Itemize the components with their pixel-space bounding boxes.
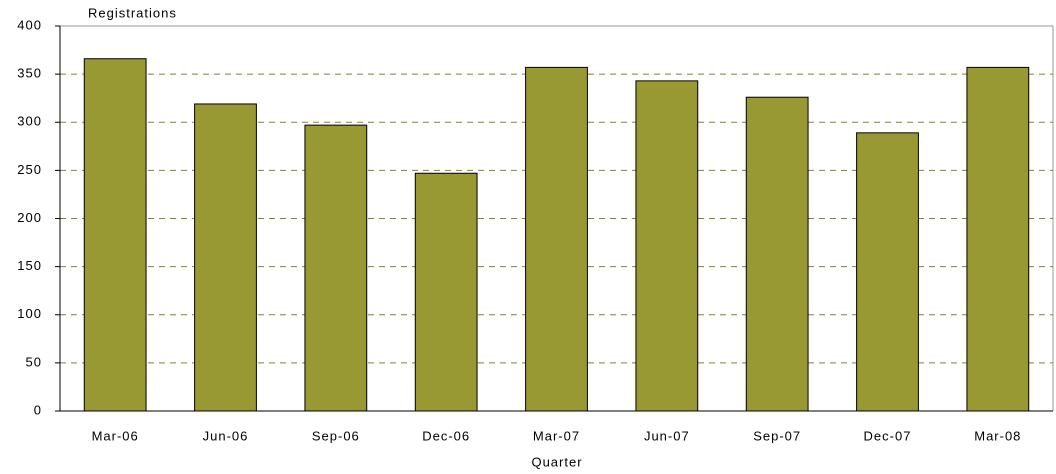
x-tick-label: Sep-07 xyxy=(753,428,801,443)
y-tick-label: 250 xyxy=(17,162,42,177)
bar xyxy=(83,58,147,412)
bar xyxy=(966,66,1030,412)
bar xyxy=(635,80,699,412)
bar xyxy=(194,103,257,412)
y-tick-label: 50 xyxy=(26,354,42,369)
y-tick-label: 100 xyxy=(17,306,42,321)
x-tick-label: Jun-07 xyxy=(644,428,690,443)
bar xyxy=(414,172,478,412)
x-tick-label: Mar-07 xyxy=(533,428,580,443)
y-tick-label: 400 xyxy=(17,17,42,32)
y-tick-label: 150 xyxy=(17,258,42,273)
bar xyxy=(525,66,588,412)
bar xyxy=(304,124,368,412)
y-tick-label: 350 xyxy=(17,66,42,81)
bar xyxy=(745,96,809,412)
x-tick-label: Dec-06 xyxy=(422,428,470,443)
y-axis-label: Registrations xyxy=(88,5,177,20)
x-tick-label: Mar-06 xyxy=(92,428,139,443)
y-tick-label: 0 xyxy=(34,402,42,417)
x-tick-label: Dec-07 xyxy=(864,428,912,443)
x-tick-label: Mar-08 xyxy=(974,428,1021,443)
x-tick-label: Jun-06 xyxy=(203,428,249,443)
y-tick-label: 300 xyxy=(17,114,42,129)
y-tick-label: 200 xyxy=(17,210,42,225)
bar xyxy=(856,132,919,412)
x-axis-label: Quarter xyxy=(531,454,582,469)
x-tick-label: Sep-06 xyxy=(312,428,360,443)
